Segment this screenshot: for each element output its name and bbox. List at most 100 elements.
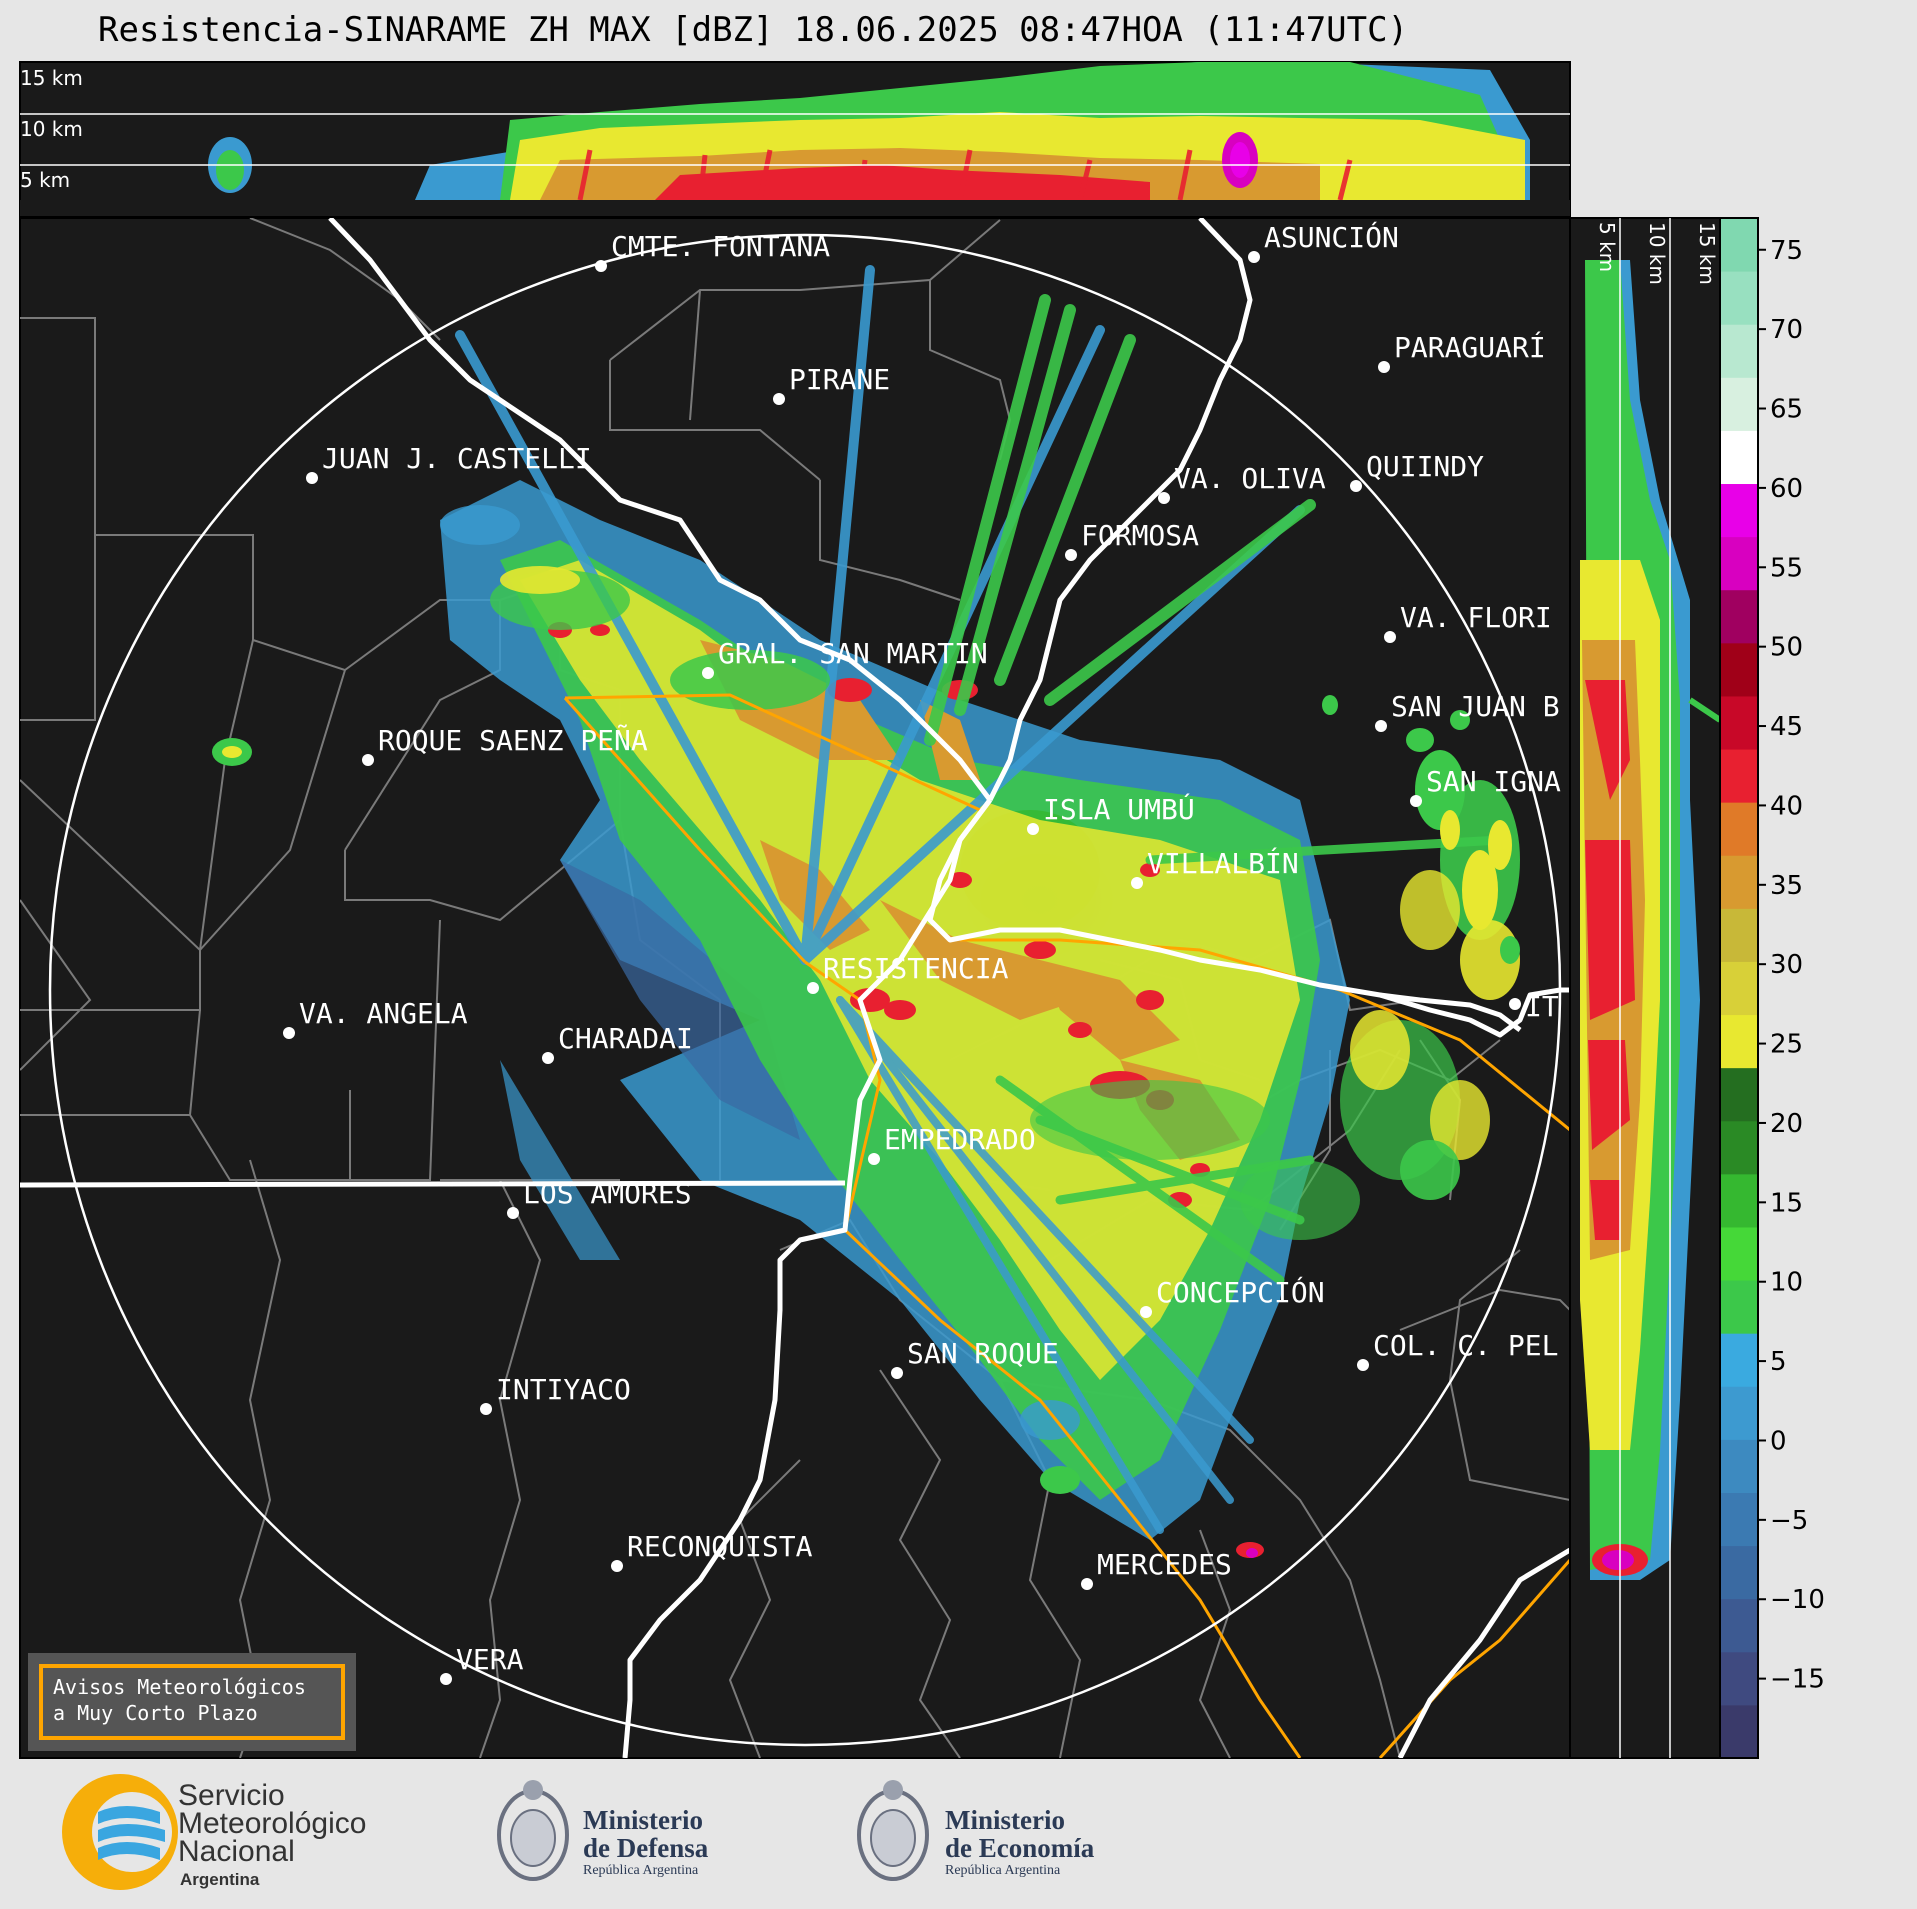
colorbar-band	[1720, 1014, 1758, 1069]
economia-seal-icon	[857, 1780, 929, 1881]
city-reconquista: RECONQUISTA	[611, 1530, 813, 1572]
top-cross-section-panel: 15 km 10 km 5 km	[19, 61, 1571, 217]
city-marker-dot	[1027, 823, 1039, 835]
colorbar-band	[1720, 377, 1758, 431]
city-villalbin: VILLALBÍN	[1131, 846, 1299, 889]
colorbar-tick-label: 60	[1770, 474, 1803, 504]
city-label: MERCEDES	[1097, 1548, 1232, 1581]
city-asuncion: ASUNCIÓN	[1248, 220, 1399, 263]
colorbar-band	[1720, 324, 1758, 378]
colorbar-tick-label: 25	[1770, 1030, 1803, 1060]
city-label: RESISTENCIA	[823, 952, 1009, 985]
colorbar-tick-label: 50	[1770, 633, 1803, 663]
colorbar-band	[1720, 218, 1758, 272]
side-height-label-5: 5 km	[1595, 222, 1619, 272]
city-marker-dot	[807, 982, 819, 994]
short-term-warnings-box[interactable]: Avisos Meteorológicos a Muy Corto Plazo	[28, 1653, 356, 1751]
city-va-oliva: VA. OLIVA	[1158, 462, 1326, 504]
city-label: QUIINDY	[1366, 450, 1484, 483]
colorbar-band	[1720, 1386, 1758, 1440]
city-marker-dot	[283, 1027, 295, 1039]
defensa-line-1: Ministerio	[583, 1805, 703, 1835]
defensa-line-3: República Argentina	[583, 1863, 699, 1878]
city-formosa: FORMOSA	[1065, 519, 1199, 561]
economia-line-3: República Argentina	[945, 1863, 1061, 1878]
city-marker-dot	[306, 472, 318, 484]
top-height-label-10: 10 km	[20, 117, 83, 141]
aviso-line-2: a Muy Corto Plazo	[53, 1701, 258, 1725]
side-height-label-15: 15 km	[1695, 222, 1719, 285]
city-san-igna: SAN IGNA	[1410, 765, 1561, 807]
city-label: CHARADAI	[558, 1022, 693, 1055]
smn-line-3: Nacional	[178, 1835, 295, 1868]
defensa-seal-icon	[497, 1780, 569, 1881]
colorbar-band	[1720, 908, 1758, 962]
colorbar-tick-label: 45	[1770, 712, 1803, 742]
city-marker-dot	[1357, 1359, 1369, 1371]
city-marker-dot	[1350, 480, 1362, 492]
chart-title: Resistencia-SINARAME ZH MAX [dBZ] 18.06.…	[98, 10, 1409, 50]
city-resistencia: RESISTENCIA	[807, 952, 1009, 994]
smn-line-2: Meteorológico	[178, 1807, 367, 1840]
city-marker-dot	[868, 1153, 880, 1165]
city-label: LOS AMORES	[523, 1177, 692, 1210]
top-height-label-15: 15 km	[20, 66, 83, 90]
city-label: VA. FLORI	[1400, 601, 1552, 634]
city-label: PARAGUARÍ	[1394, 330, 1546, 364]
colorbar-tick-label: 15	[1770, 1188, 1803, 1218]
colorbar-band	[1720, 642, 1758, 697]
city-label: VILLALBÍN	[1147, 846, 1299, 880]
city-empedrado: EMPEDRADO	[868, 1123, 1036, 1165]
city-quiindy: QUIINDY	[1350, 450, 1484, 492]
city-label: RECONQUISTA	[627, 1530, 813, 1563]
city-marker-dot	[773, 393, 785, 405]
city-marker-dot	[1378, 361, 1390, 373]
colorbar-band	[1720, 536, 1758, 591]
city-label: SAN ROQUE	[907, 1337, 1059, 1370]
city-label: VA. OLIVA	[1174, 462, 1326, 495]
colorbar-tick-label: 35	[1770, 871, 1803, 901]
colorbar-band	[1720, 802, 1758, 856]
city-col-c-pel: COL. C. PEL	[1357, 1329, 1558, 1371]
city-juan-j-castelli: JUAN J. CASTELLI	[306, 442, 592, 484]
city-san-juan-b: SAN JUAN B	[1375, 690, 1560, 732]
city-label: ROQUE SAENZ PEÑA	[378, 723, 648, 757]
city-marker-dot	[1131, 877, 1143, 889]
colorbar-tick-label: 0	[1770, 1426, 1787, 1456]
city-marker-dot	[1065, 549, 1077, 561]
colorbar-band	[1720, 1598, 1758, 1653]
city-pirane: PIRANE	[773, 363, 890, 405]
colorbar-band	[1720, 1173, 1758, 1228]
city-label: SAN IGNA	[1426, 765, 1561, 798]
economia-line-1: Ministerio	[945, 1805, 1065, 1835]
city-it: IT	[1509, 990, 1559, 1023]
city-label: COL. C. PEL	[1373, 1329, 1558, 1362]
colorbar-tick-label: 70	[1770, 315, 1803, 345]
city-cmte-fontana: CMTE. FONTANA	[595, 230, 830, 272]
colorbar-tick-label: −15	[1770, 1665, 1825, 1695]
city-label: CMTE. FONTANA	[611, 230, 830, 263]
city-label: CONCEPCIÓN	[1156, 1275, 1325, 1309]
city-marker-dot	[595, 260, 607, 272]
colorbar-band	[1720, 1067, 1758, 1122]
city-label: ISLA UMBÚ	[1043, 792, 1195, 826]
city-marker-dot	[1140, 1306, 1152, 1318]
city-marker-dot	[1509, 998, 1521, 1010]
colorbar-tick-label: 65	[1770, 395, 1803, 425]
city-san-roque: SAN ROQUE	[891, 1337, 1059, 1379]
city-va-flori: VA. FLORI	[1384, 601, 1552, 643]
map-panel: CMTE. FONTANA ASUNCIÓN PARAGUARÍ PIRANE JUAN…	[19, 217, 1571, 1759]
city-paraguari: PARAGUARÍ	[1378, 330, 1546, 373]
colorbar-tick-label: 30	[1770, 950, 1803, 980]
city-isla-umbu: ISLA UMBÚ	[1027, 792, 1195, 835]
city-marker-dot	[1384, 631, 1396, 643]
city-label: JUAN J. CASTELLI	[322, 442, 592, 475]
city-label: VERA	[456, 1643, 524, 1676]
smn-line-4: Argentina	[180, 1870, 260, 1889]
city-marker-dot	[611, 1560, 623, 1572]
smn-line-1: Servicio	[178, 1779, 285, 1812]
city-intiyaco: INTIYACO	[480, 1373, 631, 1415]
colorbar-band	[1720, 749, 1758, 803]
